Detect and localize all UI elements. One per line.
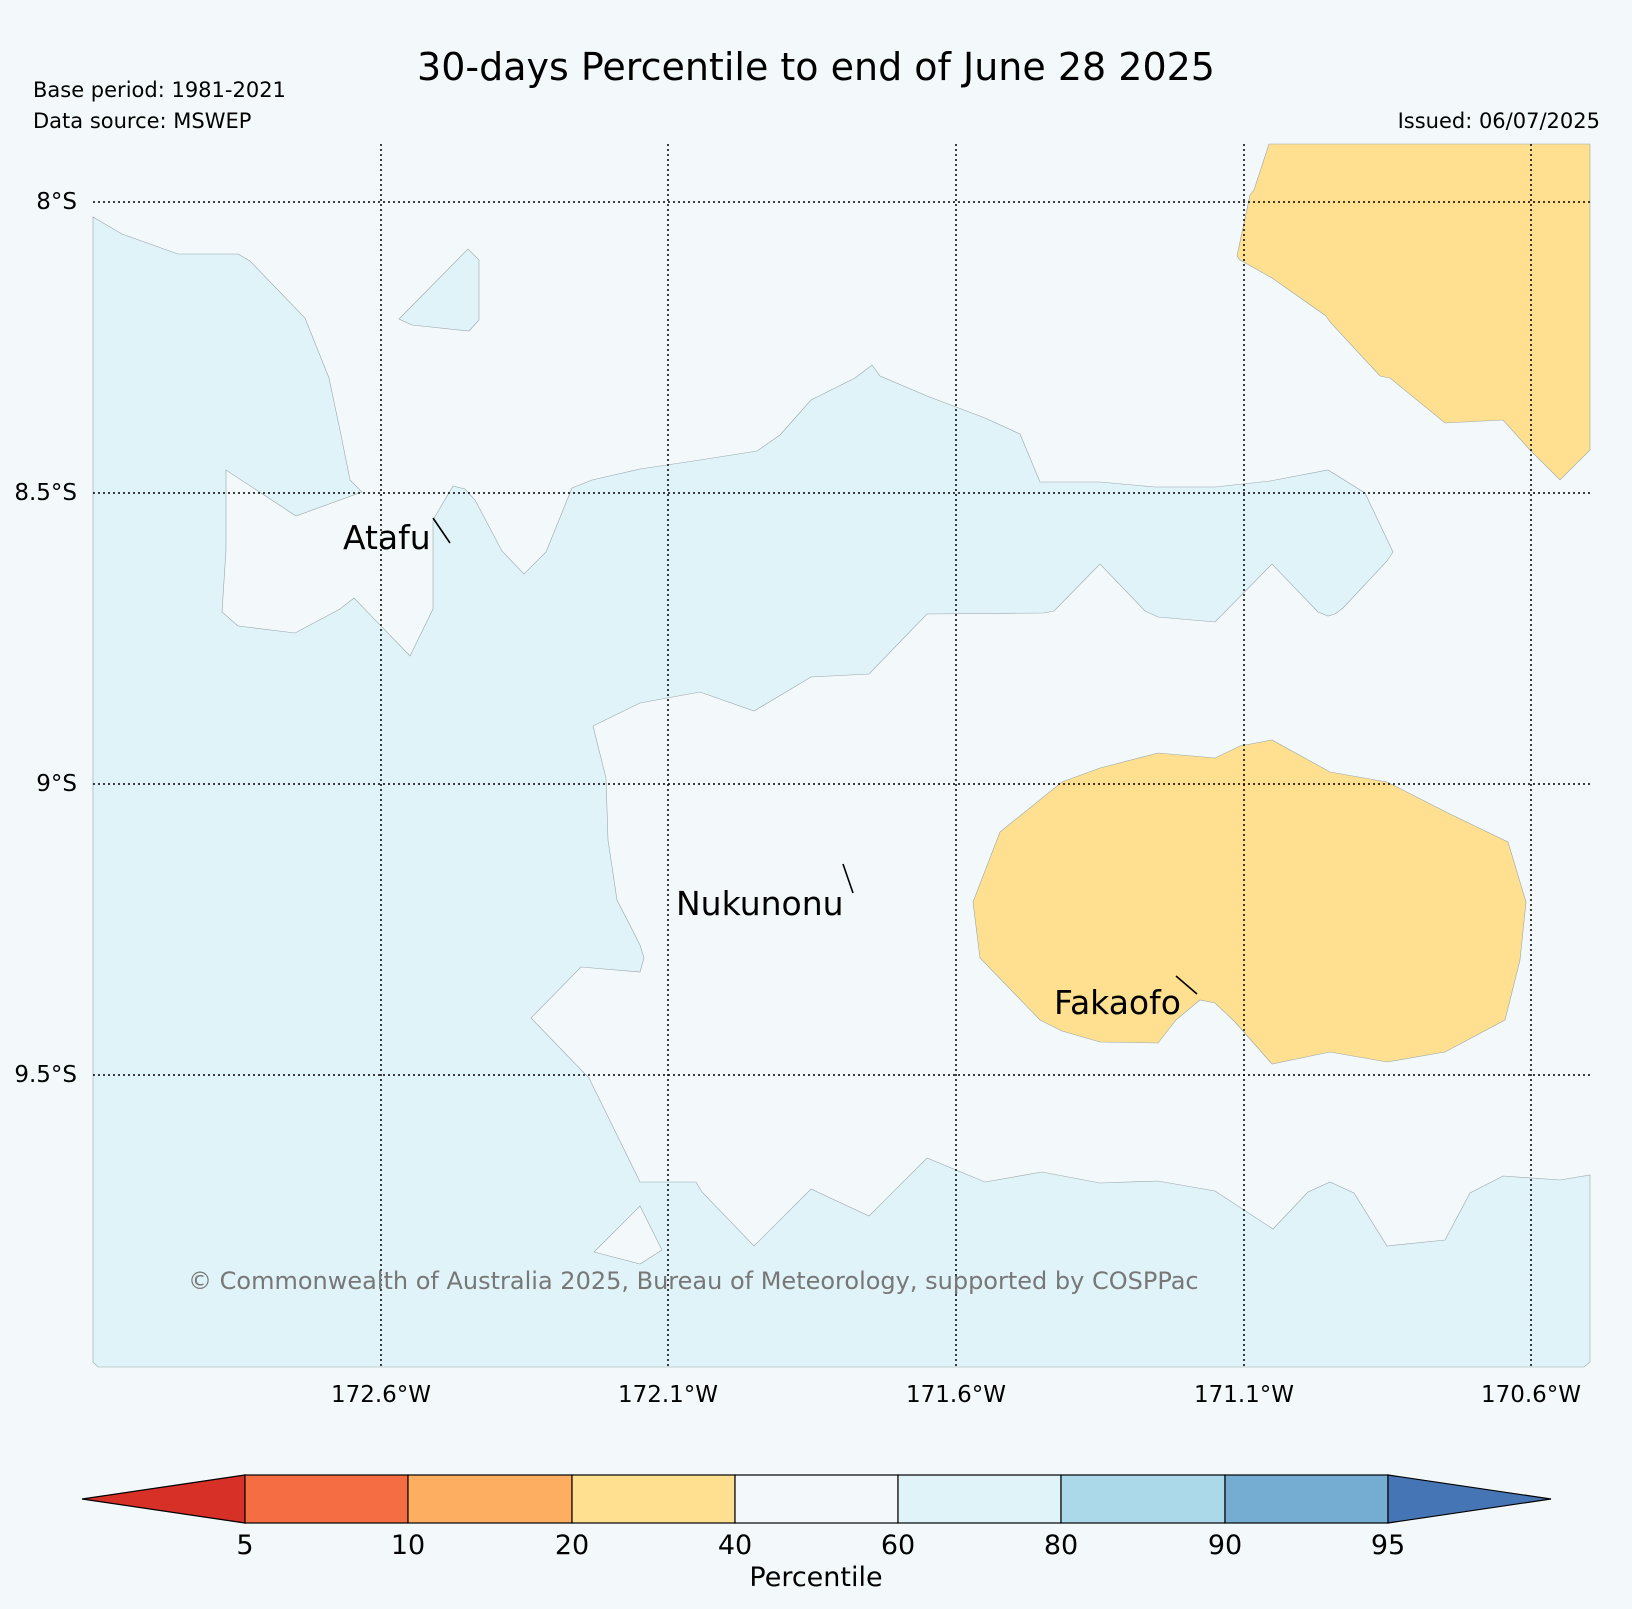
lon-label: 172.6°W	[331, 1382, 431, 1408]
atolls	[432, 517, 1198, 995]
place-label-atafu: Atafu	[343, 518, 431, 557]
percentile-20-40-region-northeast	[1236, 143, 1591, 481]
colorbar-segment-80-90	[1060, 1474, 1226, 1524]
percentile-20-40-region-fakaofo	[972, 739, 1527, 1065]
fakaofo-atoll	[1175, 975, 1198, 995]
lat-label: 9°S	[36, 771, 77, 797]
colorbar-tick: 5	[236, 1530, 253, 1561]
colorbar-segment-40-60	[734, 1474, 899, 1524]
lat-label: 9.5°S	[14, 1062, 77, 1088]
colorbar-tick: 80	[1044, 1530, 1078, 1561]
longitude-axis-labels: 172.6°W 172.1°W 171.6°W 171.1°W 170.6°W	[331, 1382, 1581, 1408]
colorbar-tick: 90	[1208, 1530, 1242, 1561]
graticule	[93, 144, 1590, 1367]
percentile-60-80-region-main	[92, 216, 1591, 1368]
lon-label: 170.6°W	[1481, 1382, 1581, 1408]
lon-label: 172.1°W	[618, 1382, 718, 1408]
percentile-60-80-region-islet	[398, 248, 480, 332]
colorbar-segment-60-80	[897, 1474, 1062, 1524]
colorbar-tick: 95	[1371, 1530, 1405, 1561]
colorbar-tick: 10	[391, 1530, 425, 1561]
map-area: Atafu Nukunonu Fakaofo © Commonwealth of…	[92, 143, 1591, 1368]
nukunonu-atoll	[842, 863, 854, 894]
base-period-label: Base period: 1981-2021	[33, 78, 286, 102]
colorbar-segment-90-95	[1224, 1474, 1389, 1524]
lon-label: 171.6°W	[906, 1382, 1006, 1408]
colorbar-tick-labels: 5 10 20 40 60 80 90 95	[236, 1530, 1405, 1561]
data-source-label: Data source: MSWEP	[33, 109, 251, 133]
latitude-axis-labels: 8°S 8.5°S 9°S 9.5°S	[14, 189, 77, 1088]
lat-label: 8.5°S	[14, 480, 77, 506]
map-title: 30-days Percentile to end of June 28 202…	[417, 45, 1215, 89]
colorbar-tick: 40	[718, 1530, 752, 1561]
colorbar	[81, 1474, 1552, 1524]
colorbar-tick: 20	[555, 1530, 589, 1561]
colorbar-tick: 60	[881, 1530, 915, 1561]
place-label-nukunonu: Nukunonu	[676, 884, 844, 923]
copyright-notice: © Commonwealth of Australia 2025, Bureau…	[188, 1267, 1199, 1295]
issued-date-label: Issued: 06/07/2025	[1398, 109, 1600, 133]
colorbar-segment-10-20	[407, 1474, 573, 1524]
colorbar-extend-high	[1387, 1474, 1552, 1524]
lat-label: 8°S	[36, 189, 77, 215]
colorbar-label: Percentile	[749, 1562, 882, 1593]
atafu-atoll	[432, 517, 451, 544]
colorbar-segment-20-40	[571, 1474, 736, 1524]
place-label-fakaofo: Fakaofo	[1054, 983, 1181, 1022]
colorbar-extend-low	[81, 1474, 246, 1524]
percentile-40-60-islet	[593, 1205, 663, 1265]
colorbar-segment-5-10	[244, 1474, 409, 1524]
lon-label: 171.1°W	[1194, 1382, 1294, 1408]
